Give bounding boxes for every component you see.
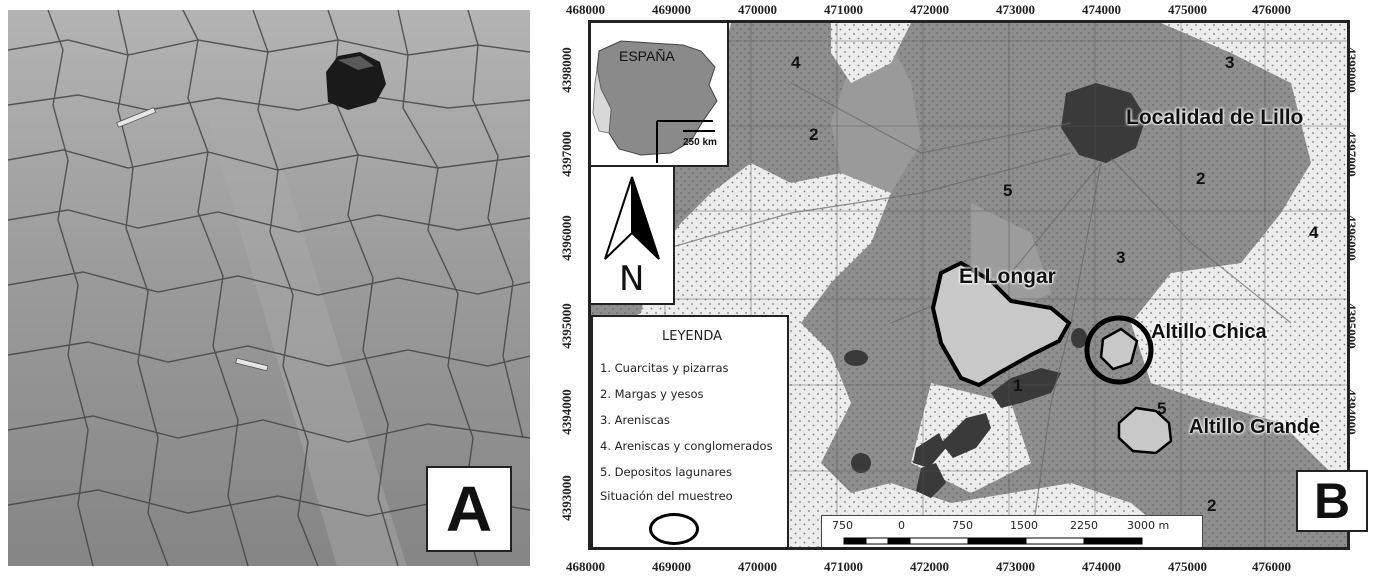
scale-label: 750 (952, 519, 973, 532)
scale-label: 0 (898, 519, 905, 532)
x-tick-top: 468000 (566, 2, 605, 17)
x-tick-top: 470000 (738, 2, 777, 17)
x-tick-top: 473000 (996, 2, 1035, 17)
x-tick-top: 475000 (1168, 2, 1207, 17)
panel-b-map: 468000 469000 470000 471000 472000 47300… (552, 0, 1373, 576)
map-frame: Localidad de Lillo El Longar Altillo Chi… (588, 20, 1350, 550)
x-tick-bottom: 474000 (1082, 559, 1121, 574)
unit-number: 4 (1309, 223, 1319, 242)
legend-item: 3. Areniscas (600, 413, 670, 427)
y-tick-left: 4395000 (558, 303, 574, 349)
legend-item-sampling: Situación del muestreo (600, 489, 733, 503)
north-arrow: N (591, 167, 675, 305)
legend: LEYENDA 1. Cuarcitas y pizarras 2. Marga… (591, 315, 789, 547)
panel-a-letter: A (426, 466, 512, 552)
legend-item: 1. Cuarcitas y pizarras (600, 361, 729, 375)
lake-altillo-chica (1099, 327, 1139, 371)
unit-number: 5 (1157, 399, 1167, 418)
scale-label: 750 (832, 519, 853, 532)
legend-item: 2. Margas y yesos (600, 387, 704, 401)
unit-number: 3 (1116, 248, 1126, 267)
y-tick-left: 4393000 (558, 475, 574, 521)
roads (650, 82, 1292, 544)
legend-item: 4. Areniscas y conglomerados (600, 439, 773, 453)
scale-label: 2250 (1070, 519, 1098, 532)
x-tick-top: 476000 (1252, 2, 1291, 17)
x-tick-bottom: 470000 (738, 559, 777, 574)
legend-title: LEYENDA (661, 329, 722, 344)
spain-outline (592, 40, 718, 163)
y-tick-left: 4396000 (558, 215, 574, 261)
label-el-longar: El Longar (959, 265, 1056, 288)
mudcrack-photo (8, 10, 530, 566)
lake-altillo-grande (1117, 406, 1173, 455)
inset-map-spain: ESPAÑA 250 km (591, 23, 729, 167)
lake-el-longar (930, 260, 1072, 388)
unit-number: 3 (1225, 53, 1235, 72)
y-tick-left: 4394000 (558, 389, 574, 435)
unit-number: 5 (1003, 181, 1013, 200)
label-localidad-de-lillo: Localidad de Lillo (1126, 106, 1304, 129)
unit-number: 2 (1196, 169, 1206, 188)
x-tick-bottom: 472000 (910, 559, 949, 574)
x-tick-top: 471000 (824, 2, 863, 17)
scale-bar: 750 0 750 1500 2250 3000 m (821, 515, 1203, 547)
north-letter: N (619, 259, 645, 299)
x-tick-bottom: 476000 (1252, 559, 1291, 574)
unit-number: 1 (1013, 376, 1023, 395)
sampling-symbol (649, 513, 699, 545)
x-tick-bottom: 473000 (996, 559, 1035, 574)
y-tick-left: 4397000 (558, 131, 574, 177)
scale-bar-graphic (843, 537, 1143, 545)
unit-number: 4 (791, 53, 801, 72)
label-altillo-chica: Altillo Chica (1151, 321, 1267, 343)
scale-label: 1500 (1010, 519, 1038, 532)
x-tick-bottom: 475000 (1168, 559, 1207, 574)
unit-number: 2 (809, 125, 819, 144)
legend-item: 5. Depositos lagunares (600, 465, 732, 479)
label-altillo-grande: Altillo Grande (1189, 416, 1321, 438)
town-area (1061, 83, 1146, 163)
scale-label: 3000 m (1127, 519, 1170, 532)
x-tick-top: 469000 (652, 2, 691, 17)
x-tick-bottom: 468000 (566, 559, 605, 574)
panel-b-letter: B (1296, 470, 1368, 532)
y-tick-left: 4398000 (558, 47, 574, 93)
x-tick-top: 474000 (1082, 2, 1121, 17)
unit-1-outcrops (844, 328, 1087, 498)
x-tick-bottom: 469000 (652, 559, 691, 574)
unit-number: 2 (1207, 496, 1217, 515)
x-tick-top: 472000 (910, 2, 949, 17)
panel-a-photo: A (8, 10, 530, 566)
x-tick-bottom: 471000 (824, 559, 863, 574)
inset-title: ESPAÑA (619, 48, 675, 64)
sampling-circle (1084, 315, 1154, 385)
north-arrow-icon (604, 176, 660, 260)
inset-scale-label: 250 km (683, 137, 717, 148)
